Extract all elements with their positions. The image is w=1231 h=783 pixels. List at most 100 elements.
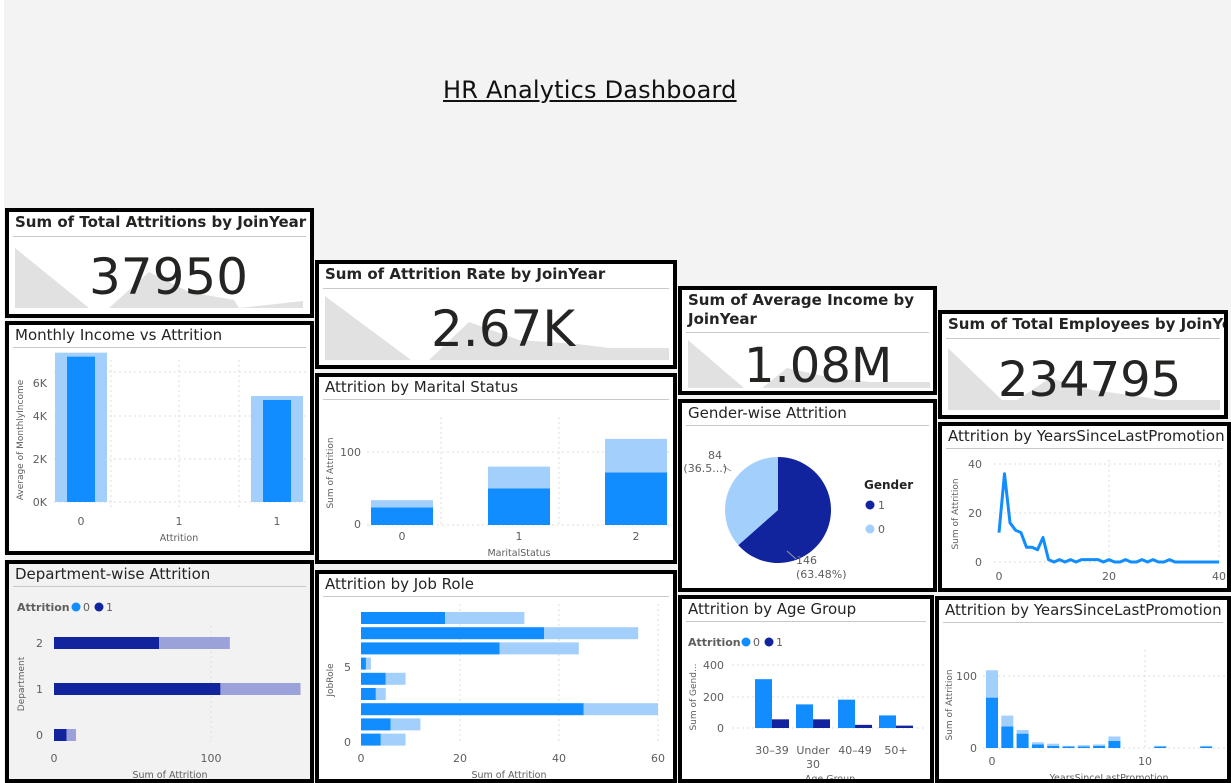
kpi-card-total-attritions[interactable]: Sum of Total Attritions by JoinYear 3795… — [5, 208, 314, 318]
x-tick-label: 1 — [274, 515, 281, 528]
bar-segment[interactable] — [1047, 745, 1060, 748]
kpi-card-total-employees[interactable]: Sum of Total Employees by JoinYear 23479… — [938, 310, 1228, 419]
legend-label: 0 — [753, 636, 760, 649]
bar-segment[interactable] — [499, 642, 579, 655]
bar-segment[interactable] — [605, 472, 667, 525]
bar-segment[interactable] — [54, 683, 221, 695]
kpi-card-attrition-rate[interactable]: Sum of Attrition Rate by JoinYear 2.67K — [315, 260, 677, 369]
x-tick-label: 100 — [201, 752, 222, 765]
bar-segment[interactable] — [1108, 740, 1121, 748]
bar-segment[interactable] — [1016, 730, 1029, 734]
bar-segment[interactable] — [361, 657, 366, 670]
chart-job-role[interactable]: Attrition by Job Role 5 0 0 20 40 60 Sum… — [315, 570, 677, 783]
chart-promotion-bar[interactable]: Attrition by YearsSinceLastPromotion 0 1… — [935, 596, 1231, 783]
bar-segment[interactable] — [1154, 746, 1167, 748]
chart-age-group[interactable]: Attrition by Age Group Attrition 0 1 0 2… — [678, 595, 934, 783]
chart-title: Gender-wise Attrition — [688, 404, 847, 422]
bar-segment[interactable] — [1200, 745, 1213, 747]
bar-segment[interactable] — [361, 733, 381, 746]
legend-marker — [71, 602, 81, 612]
bar-segment[interactable] — [1031, 742, 1044, 745]
x-tick-label: 1 — [176, 515, 183, 528]
bar[interactable] — [755, 679, 772, 728]
bar-segment[interactable] — [1077, 746, 1090, 748]
bar[interactable] — [896, 725, 913, 728]
bar-segment[interactable] — [1200, 746, 1213, 748]
bar-segment[interactable] — [583, 703, 658, 716]
bar-segment[interactable] — [361, 688, 376, 700]
divider — [13, 236, 306, 237]
bar-segment[interactable] — [371, 500, 433, 508]
bar[interactable] — [879, 715, 896, 728]
sparkline-area — [688, 340, 930, 388]
bar-segment[interactable] — [220, 683, 301, 695]
bar-segment[interactable] — [380, 733, 406, 746]
x-tick-label: 20 — [1102, 570, 1116, 583]
left-edge — [0, 0, 4, 783]
chart-monthly-income[interactable]: Monthly Income vs Attrition 0K 2K 4K 6K … — [5, 321, 314, 555]
bar-segment[interactable] — [1077, 745, 1090, 747]
divider — [13, 347, 306, 348]
bar-segment[interactable] — [54, 637, 160, 649]
bar-segment[interactable] — [361, 672, 386, 685]
bar-segment[interactable] — [986, 670, 998, 698]
bar-segment[interactable] — [390, 718, 421, 731]
chart-marital-status[interactable]: Attrition by Marital Status 0 100 0 1 2 … — [315, 373, 677, 564]
y-tick-label: 1 — [36, 683, 43, 696]
legend-label: 0 — [83, 601, 90, 614]
chart-department[interactable]: Department-wise Attrition Attrition 0 1 … — [5, 560, 314, 783]
bar-segment[interactable] — [1154, 745, 1167, 747]
bar-segment[interactable] — [365, 657, 371, 670]
bar-segment[interactable] — [1093, 745, 1106, 748]
bar-segment[interactable] — [488, 488, 550, 526]
bar[interactable] — [263, 400, 291, 502]
bar-segment[interactable] — [488, 466, 550, 489]
bar-segment[interactable] — [66, 729, 76, 741]
bar-segment[interactable] — [385, 672, 406, 685]
bar-segment[interactable] — [54, 729, 67, 741]
kpi-card-average-income[interactable]: Sum of Average Income by JoinYear 1.08M — [678, 286, 937, 395]
bar-segment[interactable] — [445, 612, 525, 624]
bar[interactable] — [772, 719, 789, 728]
x-tick-label: 0 — [78, 515, 85, 528]
bar-segment[interactable] — [375, 688, 386, 700]
divider — [946, 448, 1223, 449]
x-tick-label: 40 — [1212, 570, 1226, 583]
bar-segment[interactable] — [605, 438, 667, 473]
chart-svg: 5 0 0 20 40 60 Sum of Attrition JobRole — [326, 604, 665, 779]
bar[interactable] — [813, 719, 830, 728]
bar-segment[interactable] — [361, 612, 446, 624]
bar-segment[interactable] — [361, 718, 391, 731]
bar-segment[interactable] — [1031, 744, 1044, 748]
bar[interactable] — [855, 724, 872, 728]
bar-segment[interactable] — [1016, 733, 1029, 748]
bar-segment[interactable] — [1001, 726, 1014, 748]
bar[interactable] — [838, 699, 855, 728]
bar-segment[interactable] — [986, 697, 998, 748]
bar-segment[interactable] — [361, 703, 584, 716]
chart-promotion-line[interactable]: Attrition by YearsSinceLastPromotion 0 2… — [938, 422, 1231, 592]
bar-segment[interactable] — [1108, 736, 1121, 741]
bar-segment[interactable] — [1001, 715, 1014, 727]
pie-slice[interactable] — [738, 457, 831, 563]
kpi-title: Sum of Total Attritions by JoinYear — [15, 213, 307, 231]
bar-segment[interactable] — [1062, 745, 1075, 747]
bar-segment[interactable] — [544, 627, 639, 640]
x-axis-title: Sum of Attrition — [132, 770, 207, 781]
bar-segment[interactable] — [361, 642, 500, 655]
bar-segment[interactable] — [371, 507, 433, 525]
legend-marker — [865, 524, 875, 534]
bar[interactable] — [67, 356, 95, 502]
bar-segment[interactable] — [361, 627, 545, 640]
y-tick-label: 400 — [703, 659, 724, 672]
bar-segment[interactable] — [159, 637, 230, 649]
divider — [13, 586, 306, 587]
pie-slice[interactable] — [725, 457, 778, 546]
bar-segment[interactable] — [1062, 746, 1075, 748]
bar[interactable] — [796, 704, 813, 728]
y-axis-title: Sum of Attrition — [945, 669, 955, 740]
chart-gender[interactable]: Gender-wise Attrition 84 (36.5...) 146 (… — [678, 399, 937, 592]
chart-svg: 0 100 0 10 YearsSinceLastPromotion Sum o… — [945, 650, 1227, 779]
bar-segment[interactable] — [1093, 744, 1106, 746]
bar-segment[interactable] — [1047, 743, 1060, 746]
